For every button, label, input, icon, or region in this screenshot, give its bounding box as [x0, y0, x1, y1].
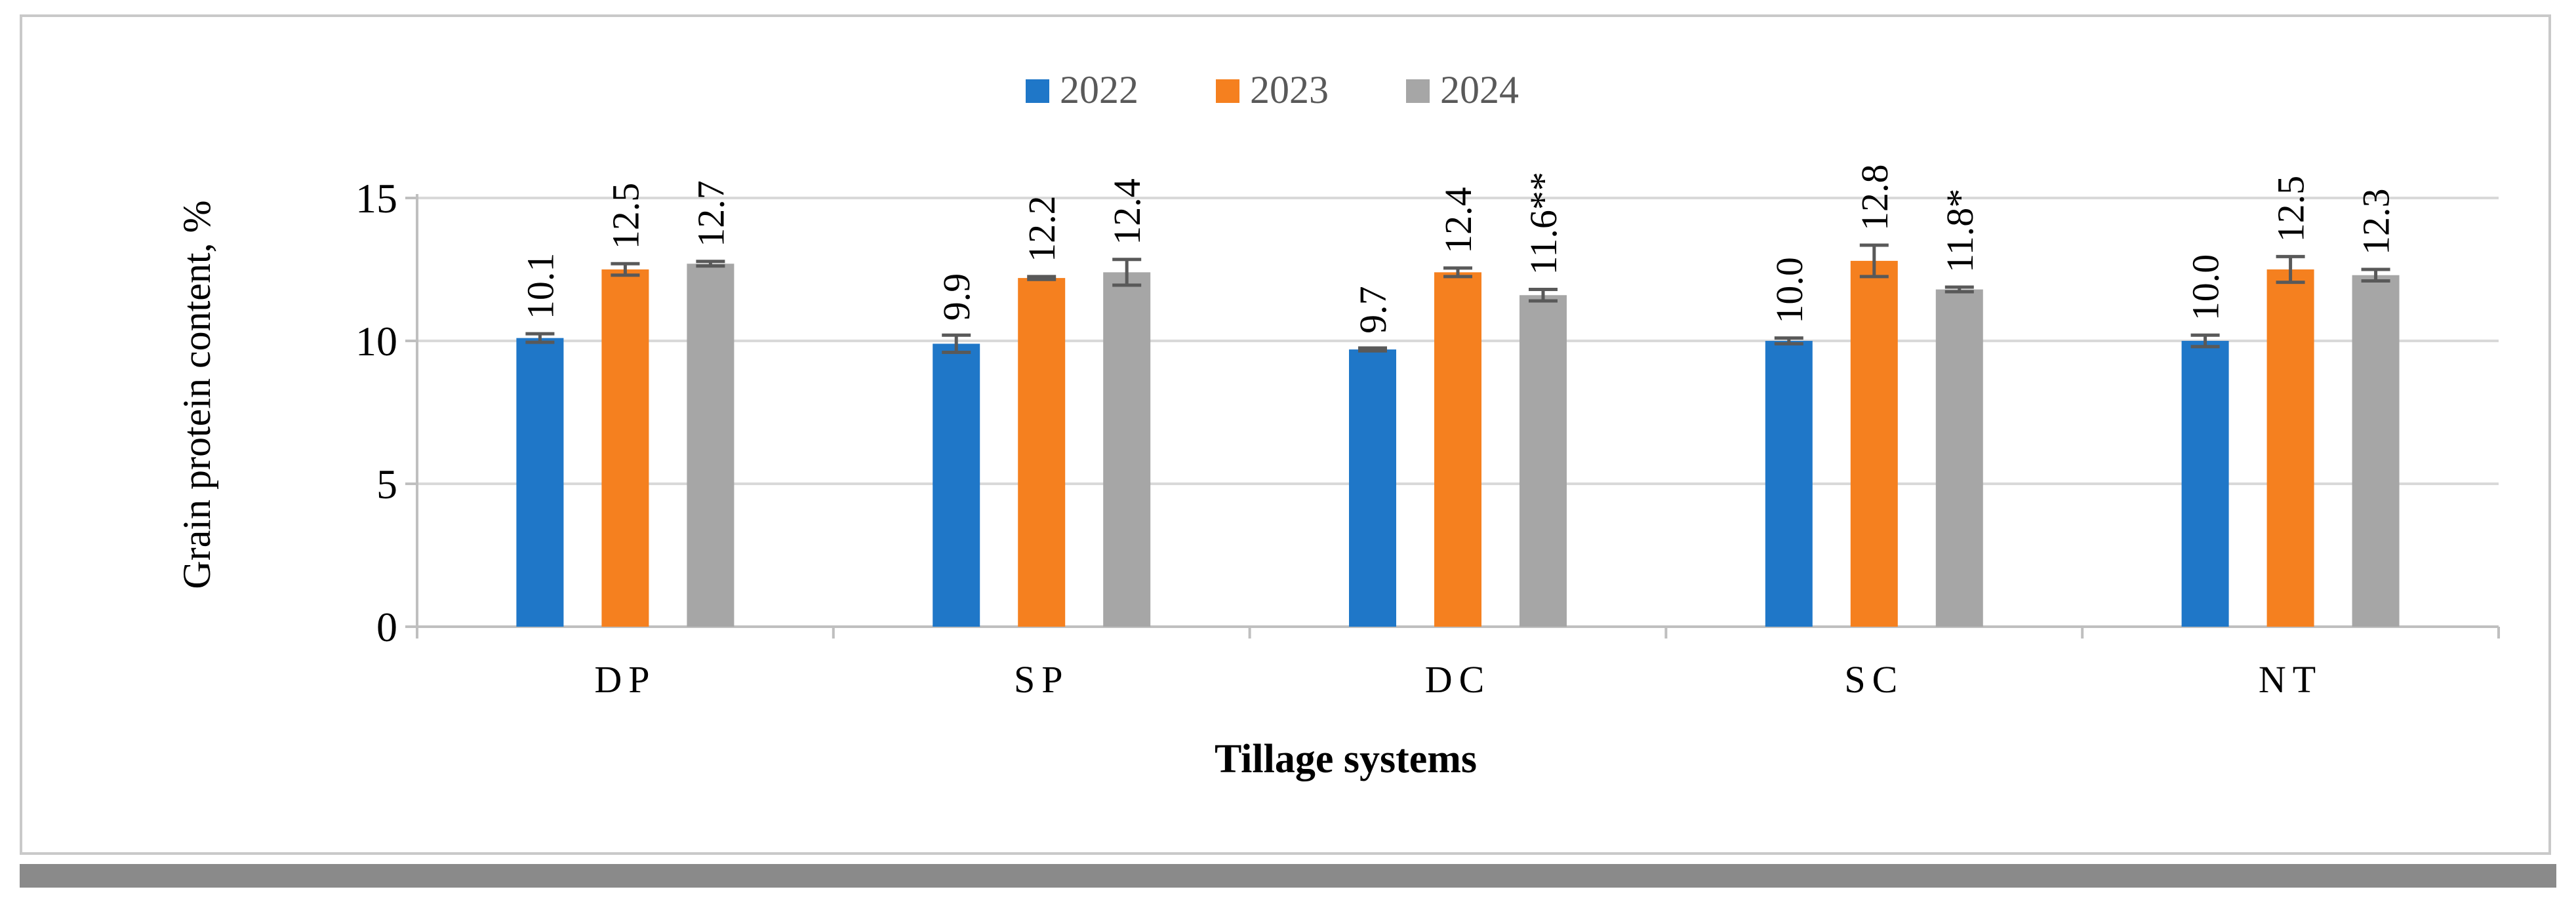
- y-tick-label: 0: [376, 604, 397, 650]
- data-label: 9.7: [1352, 286, 1394, 334]
- data-label: 12.5: [604, 183, 647, 250]
- bar-2022-DC: [1349, 349, 1396, 627]
- x-category-label: SC: [1844, 658, 1904, 701]
- legend-swatch-2023: [1216, 79, 1239, 103]
- x-category-label: DP: [594, 658, 656, 701]
- data-labels: 10.1 9.9 9.7 10.0 10.0 12.5 12.2 12.4 12.8 12.5 12…: [519, 164, 2397, 333]
- data-label: 10.0: [2184, 254, 2227, 321]
- chart-frame: [20, 14, 2551, 855]
- bar-2024-SP: [1103, 272, 1151, 627]
- legend-label-2024: 2024: [1440, 68, 1519, 111]
- data-label: 12.4: [1106, 178, 1148, 245]
- bar-2023-SP: [1018, 278, 1066, 627]
- data-label: 11.8*: [1939, 189, 1981, 273]
- data-label: 9.9: [935, 273, 978, 321]
- data-label: 10.0: [1768, 257, 1811, 324]
- bar-2022-SC: [1765, 341, 1813, 627]
- legend-swatch-2022: [1026, 79, 1049, 103]
- data-label: 10.1: [519, 253, 561, 320]
- x-category-label: NT: [2259, 658, 2322, 701]
- x-category-label: SP: [1014, 658, 1070, 701]
- x-axis-title: Tillage systems: [1215, 737, 1477, 781]
- y-tick-label: 10: [355, 318, 397, 364]
- y-tick-label: 5: [376, 461, 397, 507]
- legend-label-2023: 2023: [1250, 68, 1329, 111]
- y-axis-title: Grain protein content, %: [175, 200, 218, 589]
- data-label: 12.2: [1020, 195, 1063, 262]
- legend: 2022 2023 2024: [1026, 68, 1519, 111]
- bar-2023-DC: [1434, 272, 1481, 627]
- bar-2023-SC: [1850, 260, 1898, 627]
- legend-label-2022: 2022: [1060, 68, 1138, 111]
- data-label: 12.7: [689, 180, 732, 247]
- bar-2022-NT: [2181, 341, 2229, 627]
- data-label: 12.5: [2270, 176, 2312, 243]
- bar-2024-DP: [687, 264, 735, 627]
- bar-2022-SP: [933, 344, 980, 627]
- axes: 0 5 10 15 DP SP DC SC NT: [355, 175, 2500, 701]
- data-label: 12.3: [2355, 189, 2398, 256]
- bar-2023-DP: [601, 269, 649, 627]
- bar-2024-SC: [1935, 289, 1983, 627]
- data-label: 12.8: [1853, 164, 1896, 231]
- bar-2023-NT: [2266, 269, 2314, 627]
- y-tick-label: 15: [355, 175, 397, 222]
- data-label: 11.6**: [1522, 172, 1565, 275]
- legend-swatch-2024: [1406, 79, 1430, 103]
- x-category-label: DC: [1425, 658, 1491, 701]
- bars: [516, 243, 2400, 627]
- bar-2024-DC: [1519, 295, 1567, 627]
- bar-2022-DP: [516, 338, 564, 627]
- bar-2024-NT: [2352, 275, 2400, 627]
- frame-shadow: [20, 864, 2556, 888]
- data-label: 12.4: [1437, 187, 1479, 254]
